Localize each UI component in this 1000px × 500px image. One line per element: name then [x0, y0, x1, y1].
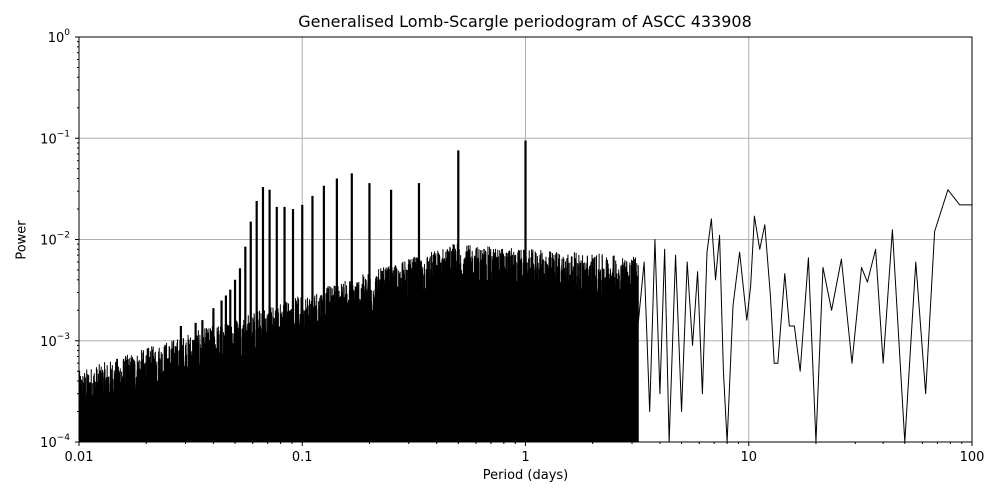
y-axis-ticks: 10−4 10−3 10−2 10−1 100 — [40, 28, 79, 451]
x-tick-label: 100 — [960, 450, 985, 465]
y-tick-label: 10−4 — [40, 433, 70, 451]
x-tick-label: 10 — [740, 450, 757, 465]
x-axis-ticks: 0.01 0.1 1 10 100 — [65, 442, 985, 465]
x-tick-label: 1 — [521, 450, 529, 465]
y-tick-label: 100 — [48, 28, 71, 46]
chart-title: Generalised Lomb-Scargle periodogram of … — [298, 12, 752, 31]
y-tick-label: 10−2 — [40, 231, 70, 249]
y-tick-label: 10−3 — [40, 332, 70, 350]
y-tick-label: 10−1 — [40, 129, 70, 147]
x-tick-label: 0.01 — [65, 450, 94, 465]
power-series-line — [79, 140, 972, 442]
x-axis-label: Period (days) — [482, 468, 569, 483]
x-tick-label: 0.1 — [292, 450, 313, 465]
